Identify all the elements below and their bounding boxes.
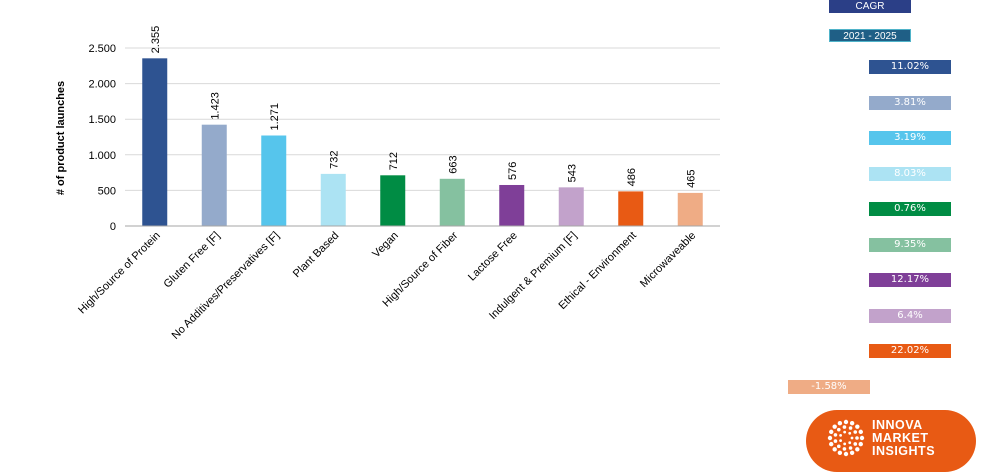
cagr-value: 6.4%: [869, 308, 951, 323]
y-axis-ticks: 0 500 1.000 1.500 2.000 2.500: [88, 43, 116, 233]
value-labels: 2.355 1.423 1.271 732 712 663 576 543 486 465: [150, 26, 698, 188]
bar: [142, 58, 168, 226]
x-tick-label: Gluten Free [F]: [162, 230, 223, 291]
cagr-value: 22.02%: [869, 344, 951, 358]
value-label: 2.355: [150, 26, 162, 54]
y-tick-label: 500: [98, 185, 116, 197]
value-label: 486: [626, 168, 638, 186]
bar: [439, 178, 465, 226]
y-tick-label: 2.000: [88, 79, 116, 91]
bar: [380, 175, 406, 226]
logo-line-2: MARKET: [872, 431, 929, 445]
bar: [261, 135, 287, 226]
cagr-value: 11.02%: [869, 60, 951, 74]
value-label: 732: [328, 151, 340, 169]
y-tick-label: 1.000: [88, 150, 116, 162]
innova-logo: INNOVA MARKET INSIGHTS: [806, 410, 976, 472]
x-tick-label: Microwaveable: [638, 230, 698, 290]
bar: [618, 191, 644, 226]
value-label: 576: [507, 162, 519, 180]
logo-line-1: INNOVA: [872, 418, 923, 432]
dotted-circle-icon: [827, 419, 865, 457]
value-label: 543: [566, 164, 578, 182]
value-label: 1.271: [269, 103, 281, 131]
y-axis-title: # of product launches: [55, 81, 67, 195]
logo-text: INNOVA MARKET INSIGHTS: [872, 419, 935, 458]
y-tick-label: 1.500: [88, 114, 116, 126]
bar: [320, 173, 346, 226]
bar: [499, 184, 525, 226]
cagr-value: 3.81%: [869, 95, 951, 110]
y-tick-label: 2.500: [88, 43, 116, 55]
bar: [201, 124, 227, 226]
cagr-value: -1.58%: [788, 379, 870, 394]
bar: [677, 192, 703, 226]
value-label: 1.423: [209, 92, 221, 120]
x-tick-label: Vegan: [370, 230, 401, 261]
y-tick-label: 0: [110, 221, 116, 233]
bar: [558, 187, 584, 226]
cagr-title: CAGR: [829, 0, 911, 13]
value-label: 465: [685, 170, 697, 188]
value-label: 712: [388, 152, 400, 170]
cagr-value: 12.17%: [869, 273, 951, 287]
bar-chart: 0 500 1.000 1.500 2.000 2.500 2.355 1.423 1.271…: [55, 26, 720, 342]
x-tick-label: Plant Based: [291, 230, 341, 280]
cagr-value: 0.76%: [869, 202, 951, 216]
x-tick-label: No Additives/Preservatives [F]: [170, 230, 282, 342]
bars: [142, 58, 703, 226]
cagr-period: 2021 - 2025: [829, 29, 911, 42]
cagr-value: 9.35%: [869, 237, 951, 252]
x-tick-label: High/Source of Protein: [76, 230, 163, 317]
cagr-value: 8.03%: [869, 166, 951, 181]
logo-line-3: INSIGHTS: [872, 444, 936, 458]
value-label: 663: [447, 155, 459, 173]
x-tick-label: Lactose Free: [466, 230, 520, 284]
cagr-value: 3.19%: [869, 131, 951, 145]
